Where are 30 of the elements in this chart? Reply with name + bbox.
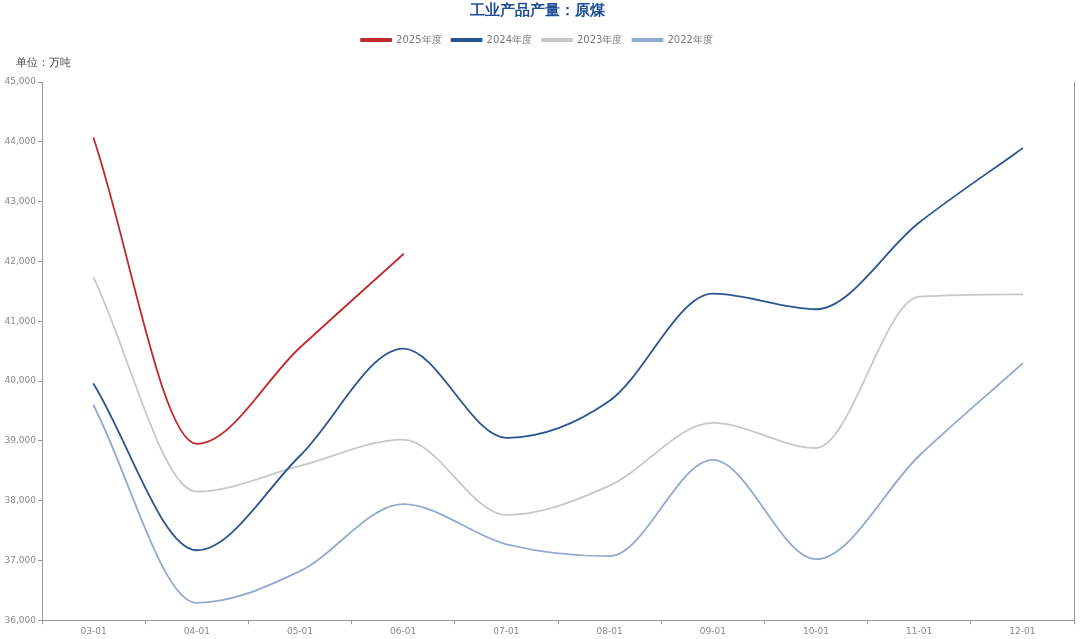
y-tick-label: 36,000 — [4, 614, 37, 625]
legend-label: 2022年度 — [667, 33, 713, 45]
x-tick-label: 05-01 — [286, 625, 314, 636]
y-tick-label: 39,000 — [4, 435, 37, 446]
line-series — [92, 147, 1024, 552]
y-tick-label: 45,000 — [4, 76, 37, 87]
x-tick-label: 04-01 — [183, 625, 210, 636]
y-tick-label: 43,000 — [4, 195, 37, 206]
line-series — [92, 362, 1024, 604]
x-tick-label: 11-01 — [906, 625, 933, 636]
legend-label: 2023年度 — [577, 33, 623, 45]
y-tick-label: 38,000 — [4, 494, 37, 505]
chart-title: 工业产品产量：原煤 — [468, 0, 606, 19]
x-tick-label: 10-01 — [802, 625, 830, 636]
x-tick-label: 06-01 — [390, 625, 417, 636]
legend-label: 2025年度 — [396, 33, 442, 45]
x-tick-label: 09-01 — [699, 625, 726, 636]
x-tick-label: 08-01 — [596, 625, 623, 636]
x-tick-label: 03-01 — [80, 625, 107, 636]
y-tick-label: 41,000 — [4, 315, 37, 326]
y-tick-label: 40,000 — [4, 375, 37, 386]
legend-label: 2024年度 — [486, 33, 532, 45]
y-tick-label: 42,000 — [4, 255, 37, 266]
y-tick-label: 44,000 — [4, 136, 37, 147]
x-tick-label: 07-01 — [493, 625, 520, 636]
line-series — [92, 137, 405, 445]
line-series — [92, 276, 1024, 516]
x-tick-label: 12-01 — [1009, 625, 1036, 636]
y-axis-title: 单位：万吨 — [16, 55, 71, 69]
y-tick-label: 37,000 — [4, 554, 37, 565]
